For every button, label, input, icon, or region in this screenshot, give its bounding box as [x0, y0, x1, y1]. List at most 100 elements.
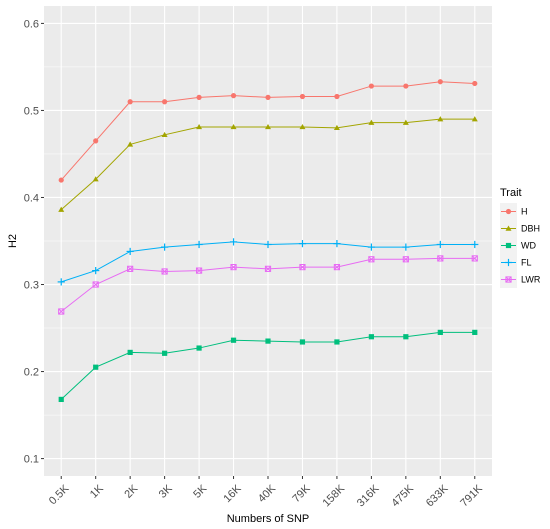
data-point-fl: [57, 278, 65, 286]
legend-item-wd: WD: [500, 237, 536, 254]
data-point-dbh: [299, 123, 306, 130]
x-tick-label: 475K: [389, 482, 416, 509]
x-tick-label: 2K: [122, 482, 140, 500]
y-axis-title: H2: [7, 234, 19, 248]
legend-item-h: H: [500, 203, 528, 220]
legend-key-marker: [505, 208, 512, 215]
data-point-lwr: [58, 308, 65, 315]
data-point-wd: [162, 350, 168, 356]
data-point-dbh: [402, 119, 409, 125]
data-point-dbh: [196, 123, 203, 130]
data-point-lwr: [299, 264, 306, 271]
x-tick-label: 3K: [157, 482, 175, 500]
y-tick-label: 0.4: [24, 192, 39, 204]
data-point-fl: [264, 240, 272, 249]
data-point-fl: [126, 247, 134, 256]
data-point-lwr: [230, 264, 237, 271]
data-point-dbh: [230, 123, 237, 130]
legend-label-lwr: LWR: [521, 275, 541, 285]
data-point-fl: [436, 240, 444, 249]
data-point-h: [196, 94, 202, 100]
data-point-h: [437, 79, 443, 85]
data-point-h: [230, 93, 237, 99]
legend-key-marker: [505, 276, 512, 283]
y-tick-label: 0.3: [24, 280, 39, 292]
series-lwr: [58, 255, 478, 315]
x-tick-label: 158K: [320, 482, 347, 509]
x-tick-label: 16K: [221, 482, 244, 505]
major-gridlines: [44, 6, 492, 476]
data-point-wd: [196, 345, 202, 351]
data-point-wd: [403, 334, 409, 340]
x-tick-label: 791K: [458, 482, 485, 509]
data-point-fl: [298, 240, 307, 248]
y-tick-label: 0.5: [24, 105, 39, 117]
data-point-lwr: [127, 265, 134, 272]
data-point-dbh: [265, 123, 271, 130]
data-point-dbh: [437, 116, 444, 122]
legend-title: Trait: [500, 187, 522, 199]
legend-item-lwr: LWR: [500, 271, 541, 288]
data-point-wd: [265, 338, 271, 344]
data-point-h: [265, 94, 271, 100]
legend-key-marker: [505, 225, 512, 231]
data-point-fl: [367, 243, 375, 251]
data-point-h: [368, 83, 374, 89]
data-point-lwr: [402, 256, 409, 263]
data-point-h: [162, 99, 168, 105]
data-point-lwr: [161, 268, 168, 275]
data-point-dbh: [58, 206, 65, 212]
data-point-wd: [230, 337, 237, 343]
data-point-fl: [195, 240, 203, 249]
data-point-wd: [368, 334, 374, 340]
data-point-fl: [402, 243, 410, 251]
data-point-fl: [471, 240, 479, 249]
series-wd: [58, 329, 478, 403]
data-point-h: [403, 83, 409, 89]
data-point-h: [334, 93, 340, 100]
data-point-h: [299, 93, 306, 100]
data-point-lwr: [92, 281, 99, 288]
legend-key-marker: [505, 242, 512, 249]
x-tick-label: 316K: [355, 482, 382, 509]
series-dbh: [58, 116, 478, 212]
x-tick-label: 40K: [256, 482, 279, 505]
x-tick-label: 1K: [88, 482, 106, 500]
data-point-dbh: [368, 119, 375, 125]
series-fl: [57, 238, 479, 286]
x-tick-label: 0.5K: [47, 482, 72, 507]
y-tick-label: 0.1: [24, 454, 39, 466]
data-point-lwr: [471, 255, 478, 262]
data-point-wd: [299, 339, 306, 345]
data-point-wd: [127, 349, 133, 356]
data-point-fl: [333, 240, 341, 248]
data-point-dbh: [471, 116, 478, 122]
data-point-dbh: [92, 176, 99, 182]
x-tick-label: 79K: [290, 482, 313, 505]
legend-label-dbh: DBH: [521, 224, 540, 234]
legend-label-wd: WD: [521, 241, 536, 251]
legend-item-dbh: DBH: [500, 220, 540, 237]
data-point-wd: [437, 329, 443, 335]
series-layer: [57, 79, 479, 403]
x-axis: 0.5K 1K 2K 3K 5K 16K 40K 79K 158K 316K 475K 633K 791…: [47, 476, 485, 509]
data-point-lwr: [368, 256, 375, 263]
y-axis: 0.1 0.2 0.3 0.4 0.5 0.6: [24, 18, 44, 466]
data-point-dbh: [127, 141, 134, 147]
data-point-wd: [93, 364, 99, 370]
data-point-dbh: [333, 124, 340, 131]
data-point-fl: [229, 238, 238, 246]
data-point-lwr: [264, 265, 272, 272]
data-point-wd: [472, 329, 478, 335]
data-point-h: [127, 99, 133, 105]
y-tick-label: 0.6: [24, 18, 39, 30]
data-point-dbh: [161, 131, 168, 138]
legend-label-fl: FL: [521, 258, 532, 268]
legend-label-h: H: [521, 207, 528, 217]
data-point-lwr: [437, 255, 444, 262]
data-point-h: [472, 80, 478, 87]
x-tick-label: 633K: [424, 482, 451, 509]
data-point-lwr: [333, 264, 341, 271]
data-point-lwr: [195, 267, 203, 274]
data-point-h: [58, 177, 64, 183]
